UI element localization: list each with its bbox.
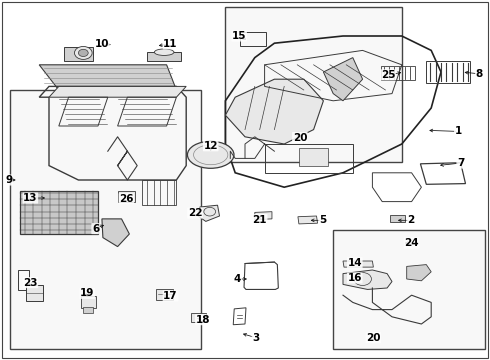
Text: 8: 8 [476,69,483,79]
Text: 21: 21 [252,215,267,225]
Text: 1: 1 [455,126,462,136]
Bar [191,313,206,322]
Bar [299,148,328,166]
Text: 26: 26 [119,194,134,204]
Polygon shape [323,58,363,101]
Text: 20: 20 [366,333,381,343]
Ellipse shape [154,49,174,55]
Bar [156,289,173,300]
Bar [118,191,135,202]
Polygon shape [255,212,272,220]
Bar [390,215,405,222]
Text: 19: 19 [80,288,95,298]
Text: 11: 11 [163,39,178,49]
Text: 7: 7 [457,158,465,168]
Text: 9: 9 [5,175,12,185]
Bar [225,7,402,162]
Polygon shape [407,265,431,281]
Text: 13: 13 [23,193,38,203]
Text: 2: 2 [407,215,414,225]
Bar [426,61,470,83]
Text: 17: 17 [163,291,178,301]
Text: 15: 15 [232,31,246,41]
Text: 24: 24 [404,238,419,248]
Text: 16: 16 [347,273,362,283]
Bar [381,66,415,80]
Bar [333,230,485,349]
Text: 14: 14 [347,258,362,268]
Text: 20: 20 [293,132,307,143]
Bar [64,47,93,61]
Bar [240,32,266,46]
Polygon shape [39,65,176,90]
Bar [18,270,29,290]
Text: 25: 25 [381,70,395,80]
Bar [26,285,43,301]
Text: 10: 10 [95,39,109,49]
Bar [20,191,98,234]
Text: 22: 22 [188,208,202,218]
Text: 6: 6 [92,224,99,234]
Bar [81,296,96,308]
Polygon shape [102,219,129,247]
Bar [83,307,93,313]
Bar [10,90,201,349]
Polygon shape [343,261,373,267]
Polygon shape [198,205,220,221]
Polygon shape [147,52,181,61]
Text: 18: 18 [196,315,210,325]
Polygon shape [343,270,392,289]
Text: 23: 23 [23,278,38,288]
Bar [265,144,353,173]
Polygon shape [298,216,318,224]
Text: 4: 4 [234,274,242,284]
Ellipse shape [187,141,234,168]
Text: 3: 3 [252,333,259,343]
Polygon shape [49,86,186,97]
Circle shape [78,49,88,57]
Text: 5: 5 [319,215,326,225]
Polygon shape [225,79,323,144]
Circle shape [74,46,92,59]
Text: 12: 12 [203,141,218,151]
